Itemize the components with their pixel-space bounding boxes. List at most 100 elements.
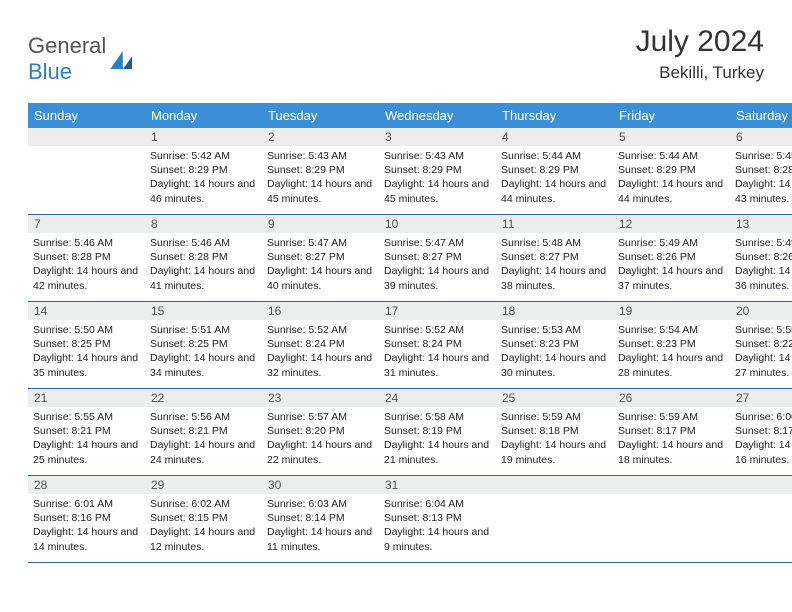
weekday-header: Wednesday xyxy=(379,103,496,128)
daylight-line: Daylight: 14 hours and 37 minutes. xyxy=(618,265,723,291)
daylight-line: Daylight: 14 hours and 31 minutes. xyxy=(384,352,489,378)
sunrise-line: Sunrise: 5:58 AM xyxy=(384,411,464,423)
day-number: 3 xyxy=(379,128,496,146)
brand-name: General Blue xyxy=(28,33,106,85)
sunset-line: Sunset: 8:25 PM xyxy=(33,338,111,350)
weekday-header: Monday xyxy=(145,103,262,128)
location-label: Bekilli, Turkey xyxy=(636,63,764,83)
day-content xyxy=(730,494,792,501)
sunset-line: Sunset: 8:17 PM xyxy=(618,425,696,437)
title-block: July 2024 Bekilli, Turkey xyxy=(636,25,764,83)
sunrise-line: Sunrise: 5:52 AM xyxy=(267,324,347,336)
day-content: Sunrise: 5:47 AMSunset: 8:27 PMDaylight:… xyxy=(379,233,496,297)
calendar-cell: 7Sunrise: 5:46 AMSunset: 8:28 PMDaylight… xyxy=(28,215,145,302)
day-content: Sunrise: 5:55 AMSunset: 8:22 PMDaylight:… xyxy=(730,320,792,384)
day-number: 1 xyxy=(145,128,262,146)
day-content: Sunrise: 6:02 AMSunset: 8:15 PMDaylight:… xyxy=(145,494,262,558)
day-number xyxy=(28,128,145,146)
daylight-line: Daylight: 14 hours and 21 minutes. xyxy=(384,439,489,465)
calendar-row: 28 Sunrise: 6:01 AM Sunset: 8:16 PM Dayligh… xyxy=(28,476,792,563)
brand-part1: General xyxy=(28,33,106,58)
day-number xyxy=(613,476,730,494)
calendar-cell: 2Sunrise: 5:43 AMSunset: 8:29 PMDaylight… xyxy=(262,128,379,215)
calendar-cell: 27Sunrise: 6:00 AMSunset: 8:17 PMDayligh… xyxy=(730,389,792,476)
calendar-cell xyxy=(28,128,145,215)
daylight-line: Daylight: 14 hours and 9 minutes. xyxy=(384,526,489,552)
weekday-header: Sunday xyxy=(28,103,145,128)
sunrise-line: Sunrise: 5:49 AM xyxy=(735,237,792,249)
daylight-line: Daylight: 14 hours and 44 minutes. xyxy=(501,178,606,204)
sunset-line: Sunset: 8:27 PM xyxy=(501,251,579,263)
calendar-cell: 22Sunrise: 5:56 AMSunset: 8:21 PMDayligh… xyxy=(145,389,262,476)
daylight-line: Daylight: 14 hours and 43 minutes. xyxy=(735,178,792,204)
day-number: 21 xyxy=(28,389,145,407)
sunrise-line: Sunrise: 6:01 AM xyxy=(33,498,113,510)
calendar-cell: 25Sunrise: 5:59 AMSunset: 8:18 PMDayligh… xyxy=(496,389,613,476)
day-content xyxy=(613,494,730,501)
day-number: 10 xyxy=(379,215,496,233)
day-number: 30 xyxy=(262,476,379,494)
day-content: Sunrise: 5:49 AMSunset: 8:26 PMDaylight:… xyxy=(730,233,792,297)
calendar-cell: 13Sunrise: 5:49 AMSunset: 8:26 PMDayligh… xyxy=(730,215,792,302)
sunrise-line: Sunrise: 6:03 AM xyxy=(267,498,347,510)
daylight-line: Daylight: 14 hours and 22 minutes. xyxy=(267,439,372,465)
day-number: 11 xyxy=(496,215,613,233)
day-content: Sunrise: 5:59 AMSunset: 8:18 PMDaylight:… xyxy=(496,407,613,471)
daylight-line: Daylight: 14 hours and 45 minutes. xyxy=(267,178,372,204)
sunrise-line: Sunrise: 5:57 AM xyxy=(267,411,347,423)
calendar-cell: 3Sunrise: 5:43 AMSunset: 8:29 PMDaylight… xyxy=(379,128,496,215)
day-content: Sunrise: 5:54 AMSunset: 8:23 PMDaylight:… xyxy=(613,320,730,384)
sunrise-line: Sunrise: 5:53 AM xyxy=(501,324,581,336)
calendar-cell: 1Sunrise: 5:42 AMSunset: 8:29 PMDaylight… xyxy=(145,128,262,215)
calendar-cell: 9Sunrise: 5:47 AMSunset: 8:27 PMDaylight… xyxy=(262,215,379,302)
sunset-line: Sunset: 8:28 PM xyxy=(33,251,111,263)
day-content: Sunrise: 5:42 AMSunset: 8:29 PMDaylight:… xyxy=(145,146,262,210)
sunrise-line: Sunrise: 5:47 AM xyxy=(267,237,347,249)
daylight-line: Daylight: 14 hours and 16 minutes. xyxy=(735,439,792,465)
day-number: 24 xyxy=(379,389,496,407)
brand-part2: Blue xyxy=(28,59,72,84)
day-number: 12 xyxy=(613,215,730,233)
sunset-line: Sunset: 8:14 PM xyxy=(267,512,345,524)
daylight-line: Daylight: 14 hours and 38 minutes. xyxy=(501,265,606,291)
day-content: Sunrise: 5:45 AMSunset: 8:28 PMDaylight:… xyxy=(730,146,792,210)
day-content: Sunrise: 5:48 AMSunset: 8:27 PMDaylight:… xyxy=(496,233,613,297)
sunrise-line: Sunrise: 5:56 AM xyxy=(150,411,230,423)
calendar-table: SundayMondayTuesdayWednesdayThursdayFrid… xyxy=(28,103,792,563)
sunset-line: Sunset: 8:18 PM xyxy=(501,425,579,437)
weekday-header: Tuesday xyxy=(262,103,379,128)
day-number: 7 xyxy=(28,215,145,233)
calendar-cell: 28Sunrise: 6:01 AMSunset: 8:16 PMDayligh… xyxy=(28,476,145,563)
sunset-line: Sunset: 8:20 PM xyxy=(267,425,345,437)
day-number: 8 xyxy=(145,215,262,233)
sunset-line: Sunset: 8:16 PM xyxy=(33,512,111,524)
sunset-line: Sunset: 8:19 PM xyxy=(384,425,462,437)
calendar-row: 1Sunrise: 5:42 AMSunset: 8:29 PMDaylight… xyxy=(28,128,792,215)
sunset-line: Sunset: 8:22 PM xyxy=(735,338,792,350)
daylight-line: Daylight: 14 hours and 42 minutes. xyxy=(33,265,138,291)
day-content: Sunrise: 6:01 AMSunset: 8:16 PMDaylight:… xyxy=(28,494,145,558)
day-content: Sunrise: 5:50 AMSunset: 8:25 PMDaylight:… xyxy=(28,320,145,384)
calendar-cell xyxy=(730,476,792,563)
day-content: Sunrise: 5:55 AMSunset: 8:21 PMDaylight:… xyxy=(28,407,145,471)
daylight-line: Daylight: 14 hours and 18 minutes. xyxy=(618,439,723,465)
day-number xyxy=(496,476,613,494)
daylight-line: Daylight: 14 hours and 11 minutes. xyxy=(267,526,372,552)
calendar-cell: 4Sunrise: 5:44 AMSunset: 8:29 PMDaylight… xyxy=(496,128,613,215)
sunset-line: Sunset: 8:13 PM xyxy=(384,512,462,524)
sunrise-line: Sunrise: 6:04 AM xyxy=(384,498,464,510)
calendar-cell: 24 Sunrise: 5:58 AM Sunset: 8:19 PM Dayligh… xyxy=(379,389,496,476)
day-content: Sunrise: 6:03 AM Sunset: 8:14 PM Daylight:… xyxy=(262,494,379,558)
day-content: Sunrise: 5:43 AMSunset: 8:29 PMDaylight:… xyxy=(379,146,496,210)
day-content: Sunrise: 6:00 AMSunset: 8:17 PMDaylight:… xyxy=(730,407,792,471)
day-content: Sunrise: 5:49 AMSunset: 8:26 PMDaylight:… xyxy=(613,233,730,297)
calendar-cell: 23Sunrise: 5:57 AMSunset: 8:20 PMDayligh… xyxy=(262,389,379,476)
daylight-line: Daylight: 14 hours and 30 minutes. xyxy=(501,352,606,378)
calendar-cell: 18Sunrise: 5:53 AMSunset: 8:23 PMDayligh… xyxy=(496,302,613,389)
daylight-line: Daylight: 14 hours and 45 minutes. xyxy=(384,178,489,204)
day-content xyxy=(496,494,613,501)
sunrise-line: Sunrise: 5:49 AM xyxy=(618,237,698,249)
day-number: 28 xyxy=(28,476,145,494)
calendar-cell: 29Sunrise: 6:02 AMSunset: 8:15 PMDayligh… xyxy=(145,476,262,563)
sunrise-line: Sunrise: 5:44 AM xyxy=(618,150,698,162)
